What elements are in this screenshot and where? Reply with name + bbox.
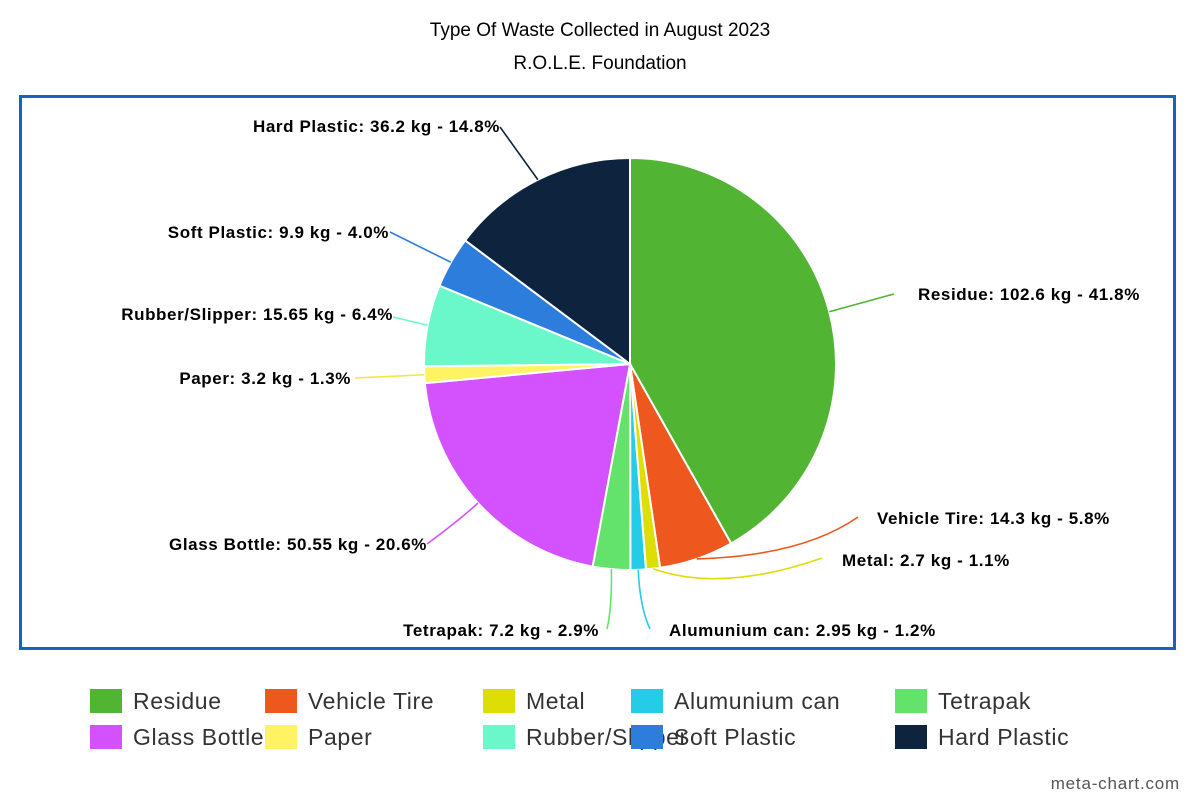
legend-item-tetrapak[interactable]: Tetrapak bbox=[895, 688, 1095, 714]
legend-item-rubber-slipper[interactable]: Rubber/Slipper bbox=[483, 724, 687, 750]
legend-label-residue: Residue bbox=[133, 687, 222, 714]
legend-swatch-soft-plastic bbox=[631, 725, 663, 749]
legend-label-tetrapak: Tetrapak bbox=[938, 687, 1032, 714]
chart-subtitle: R.O.L.E. Foundation bbox=[513, 53, 687, 74]
pie-slices bbox=[423, 156, 837, 572]
legend-label-glass-bottle: Glass Bottle bbox=[133, 723, 265, 750]
legend-swatch-rubber-slipper bbox=[483, 725, 515, 749]
chart-legend: Residue Vehicle Tire Metal Alumunium can… bbox=[90, 688, 1150, 750]
legend-item-glass-bottle[interactable]: Glass Bottle bbox=[90, 724, 265, 750]
leader-line-glass-bottle bbox=[426, 502, 479, 545]
leader-line-rubber-slipper bbox=[392, 316, 428, 327]
legend-label-hard-plastic: Hard Plastic bbox=[938, 723, 1070, 750]
leader-line-residue bbox=[829, 293, 895, 313]
legend-swatch-hard-plastic bbox=[895, 725, 927, 749]
chart-title-block: Type Of Waste Collected in August 2023 R… bbox=[0, 14, 1200, 80]
chart-frame: Residue: 102.6 kg - 41.8% Vehicle Tire: 1… bbox=[19, 95, 1176, 650]
slice-label-residue: Residue: 102.6 kg - 41.8% bbox=[918, 285, 1140, 304]
slice-labels: Residue: 102.6 kg - 41.8% Vehicle Tire: 1… bbox=[121, 117, 1140, 640]
pie-chart: Residue: 102.6 kg - 41.8% Vehicle Tire: 1… bbox=[121, 117, 1140, 640]
slice-label-hard-plastic: Hard Plastic: 36.2 kg - 14.8% bbox=[253, 117, 500, 136]
slice-label-alumunium-can: Alumunium can: 2.95 kg - 1.2% bbox=[669, 621, 936, 640]
slice-label-rubber-slipper: Rubber/Slipper: 15.65 kg - 6.4% bbox=[121, 305, 393, 324]
legend-label-paper: Paper bbox=[308, 723, 373, 750]
legend-item-hard-plastic[interactable]: Hard Plastic bbox=[895, 724, 1095, 750]
legend-swatch-metal bbox=[483, 689, 515, 713]
slice-hard-plastic[interactable] bbox=[463, 156, 631, 366]
slice-label-glass-bottle: Glass Bottle: 50.55 kg - 20.6% bbox=[169, 535, 427, 554]
legend-item-alumunium-can[interactable]: Alumunium can bbox=[631, 688, 895, 714]
leader-lines bbox=[354, 126, 895, 630]
legend-label-metal: Metal bbox=[526, 687, 586, 714]
legend-swatch-residue bbox=[90, 689, 122, 713]
legend-swatch-tetrapak bbox=[895, 689, 927, 713]
legend-swatch-vehicle-tire bbox=[265, 689, 297, 713]
slice-label-vehicle-tire: Vehicle Tire: 14.3 kg - 5.8% bbox=[877, 509, 1110, 528]
slice-label-soft-plastic: Soft Plastic: 9.9 kg - 4.0% bbox=[168, 223, 389, 242]
slice-label-paper: Paper: 3.2 kg - 1.3% bbox=[179, 369, 351, 388]
leader-line-soft-plastic bbox=[389, 231, 452, 263]
leader-line-hard-plastic bbox=[499, 126, 539, 181]
leader-line-tetrapak bbox=[606, 569, 613, 630]
leader-line-paper bbox=[354, 373, 425, 379]
legend-swatch-glass-bottle bbox=[90, 725, 122, 749]
legend-label-vehicle-tire: Vehicle Tire bbox=[308, 687, 435, 714]
watermark: meta-chart.com bbox=[1050, 774, 1180, 793]
slice-label-tetrapak: Tetrapak: 7.2 kg - 2.9% bbox=[403, 621, 599, 640]
legend-label-alumunium-can: Alumunium can bbox=[674, 687, 841, 714]
leader-line-metal bbox=[652, 557, 823, 580]
slice-label-metal: Metal: 2.7 kg - 1.1% bbox=[842, 551, 1010, 570]
legend-swatch-alumunium-can bbox=[631, 689, 663, 713]
slice-glass-bottle[interactable] bbox=[423, 362, 632, 568]
legend-label-soft-plastic: Soft Plastic bbox=[674, 723, 797, 750]
chart-title: Type Of Waste Collected in August 2023 bbox=[429, 20, 771, 41]
leader-line-alumunium-can bbox=[637, 569, 651, 630]
legend-swatch-paper bbox=[265, 725, 297, 749]
legend-item-metal[interactable]: Metal bbox=[483, 688, 631, 714]
legend-item-vehicle-tire[interactable]: Vehicle Tire bbox=[265, 688, 483, 714]
legend-item-paper[interactable]: Paper bbox=[265, 724, 483, 750]
leader-line-vehicle-tire bbox=[696, 516, 859, 560]
legend-item-soft-plastic[interactable]: Soft Plastic bbox=[631, 724, 895, 750]
legend-item-residue[interactable]: Residue bbox=[90, 688, 265, 714]
